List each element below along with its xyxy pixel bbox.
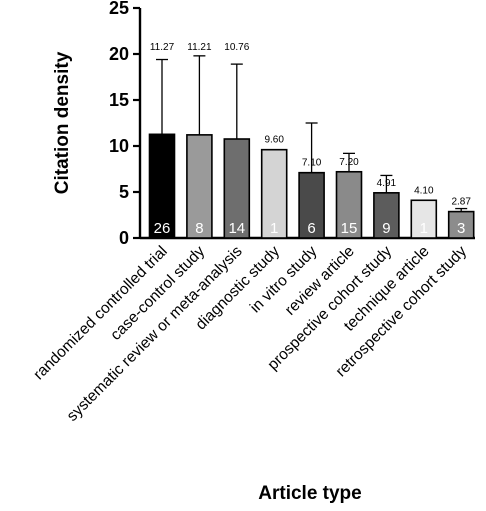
axes: Citation density Article type [52, 51, 362, 504]
count-label-2: 14 [228, 220, 245, 237]
y-tick-label-2: 10 [109, 136, 129, 156]
count-label-6: 9 [382, 220, 390, 237]
value-label-4: 7.10 [302, 158, 322, 169]
y-axis-title: Citation density [52, 51, 73, 194]
count-label-8: 3 [457, 220, 465, 237]
count-label-1: 8 [195, 220, 203, 237]
bars: 11.27 26 11.21 8 10.76 14 9.60 1 7.10 6 7.20 15 4.91… [148, 42, 475, 239]
bar-8 [447, 210, 475, 239]
y-tick-label-0: 0 [119, 228, 129, 248]
count-label-0: 26 [154, 220, 171, 237]
y-tick-label-1: 5 [119, 182, 129, 202]
y-tick-label-4: 20 [109, 44, 129, 64]
bar-1 [186, 134, 213, 239]
bar-5 [335, 170, 363, 239]
value-label-0: 11.27 [150, 42, 175, 53]
bar-2 [223, 138, 251, 239]
bar-3 [260, 148, 288, 239]
count-label-7: 1 [420, 220, 428, 237]
value-label-7: 4.10 [414, 185, 434, 196]
bar-6 [373, 192, 400, 239]
value-label-2: 10.76 [224, 42, 249, 53]
value-label-3: 9.60 [264, 135, 284, 146]
y-tick-label-3: 15 [109, 90, 129, 110]
bar-7 [410, 199, 438, 239]
y-tick-label-5: 25 [109, 0, 129, 18]
x-axis-title: Article type [258, 483, 361, 504]
category-labels: randomized controlled trialcase-control … [30, 243, 470, 425]
count-label-5: 15 [341, 220, 358, 237]
bar-0 [148, 133, 176, 239]
count-label-4: 6 [307, 220, 315, 237]
value-label-1: 11.21 [187, 42, 212, 53]
bar-4 [298, 171, 325, 239]
value-label-5: 7.20 [339, 157, 359, 168]
value-label-8: 2.87 [451, 197, 471, 208]
value-label-6: 4.91 [377, 178, 397, 189]
count-label-3: 1 [270, 220, 278, 237]
